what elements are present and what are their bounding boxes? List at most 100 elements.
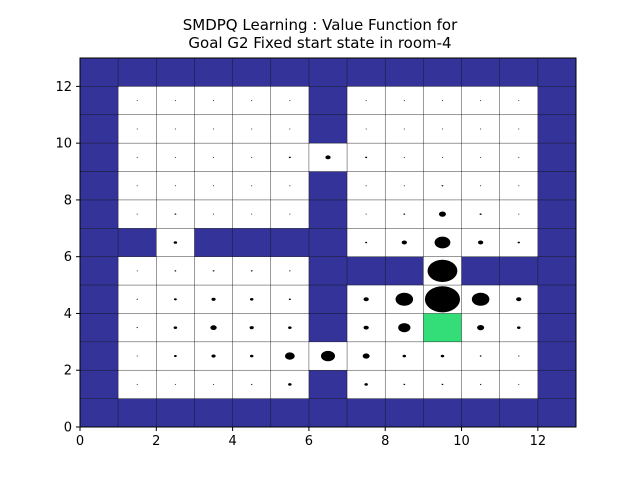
value-marker xyxy=(136,128,138,130)
wall-cell xyxy=(308,114,348,144)
value-marker xyxy=(403,156,405,158)
value-marker xyxy=(249,326,254,330)
value-marker xyxy=(174,213,177,215)
value-marker xyxy=(479,355,482,357)
value-marker xyxy=(518,355,520,357)
wall-cell xyxy=(537,370,576,399)
wall-cell xyxy=(308,398,348,427)
cell-layer xyxy=(80,58,576,427)
wall-cell xyxy=(80,370,119,399)
goal-cell xyxy=(423,313,462,342)
wall-cell xyxy=(80,256,119,286)
value-marker xyxy=(364,383,368,386)
value-marker xyxy=(213,100,215,102)
value-marker xyxy=(438,211,446,217)
value-marker xyxy=(365,241,368,244)
wall-cell xyxy=(118,398,157,427)
value-marker xyxy=(441,128,443,130)
value-marker xyxy=(136,355,138,357)
axes-frame xyxy=(79,57,577,428)
value-marker xyxy=(403,213,406,215)
y-tick-label: 10 xyxy=(55,137,72,152)
wall-cell xyxy=(499,398,538,427)
value-marker xyxy=(289,128,291,130)
value-marker xyxy=(363,325,369,330)
value-marker xyxy=(288,156,291,159)
value-marker xyxy=(441,383,444,386)
value-marker xyxy=(441,100,443,102)
wall-cell xyxy=(80,285,119,314)
value-marker xyxy=(471,292,490,306)
value-marker xyxy=(174,383,176,385)
value-marker xyxy=(136,185,138,187)
value-marker xyxy=(251,185,253,187)
wall-cell xyxy=(80,199,119,229)
wall-cell xyxy=(80,171,119,200)
value-marker xyxy=(251,213,253,215)
wall-cell xyxy=(537,228,576,257)
x-tick-label: 2 xyxy=(152,434,160,449)
value-marker xyxy=(398,323,411,333)
value-marker xyxy=(173,298,177,301)
wall-cell xyxy=(194,58,233,87)
value-marker xyxy=(289,100,291,102)
wall-cell xyxy=(156,58,195,87)
wall-cell xyxy=(537,313,576,342)
wall-cell xyxy=(385,256,424,286)
value-marker xyxy=(401,240,407,245)
wall-cell xyxy=(537,256,576,286)
value-marker xyxy=(365,156,368,159)
x-tick-label: 6 xyxy=(305,434,313,449)
value-marker xyxy=(213,185,215,187)
wall-cell xyxy=(308,285,348,314)
value-marker xyxy=(440,354,445,358)
wall-cell xyxy=(537,341,576,371)
value-marker xyxy=(518,383,520,385)
x-tick-label: 10 xyxy=(453,434,470,449)
value-marker xyxy=(249,297,254,301)
chart-title-line-2: Goal G2 Fixed start state in room-4 xyxy=(188,34,452,52)
value-marker xyxy=(403,383,406,386)
wall-cell xyxy=(270,58,309,87)
y-tick-label: 0 xyxy=(64,421,72,436)
value-marker xyxy=(250,383,253,385)
wall-cell xyxy=(156,398,195,427)
value-marker xyxy=(212,270,215,272)
wall-cell xyxy=(308,228,348,257)
wall-cell xyxy=(537,199,576,229)
value-marker xyxy=(136,213,138,215)
value-marker xyxy=(403,185,405,187)
value-marker xyxy=(395,292,414,306)
value-marker xyxy=(288,383,292,386)
wall-cell xyxy=(499,256,538,286)
wall-cell xyxy=(499,58,538,87)
value-marker xyxy=(402,354,407,358)
value-marker xyxy=(427,259,458,282)
value-marker xyxy=(518,213,520,215)
value-marker xyxy=(365,128,367,130)
value-marker xyxy=(477,325,485,331)
wall-cell xyxy=(270,398,309,427)
wall-cell xyxy=(232,398,271,427)
value-marker xyxy=(251,100,253,102)
value-marker xyxy=(213,383,215,385)
value-marker xyxy=(211,297,216,301)
wall-cell xyxy=(80,58,119,87)
value-marker xyxy=(477,240,484,245)
value-marker xyxy=(362,353,370,359)
wall-cell xyxy=(347,398,386,427)
value-marker xyxy=(480,185,482,187)
value-marker xyxy=(289,185,291,187)
y-tick-label: 2 xyxy=(64,364,72,379)
wall-cell xyxy=(385,58,424,87)
wall-cell xyxy=(537,398,576,427)
value-marker xyxy=(403,100,405,102)
chart-title-line-1: SMDPQ Learning : Value Function for xyxy=(182,16,458,34)
wall-cell xyxy=(461,58,500,87)
value-marker xyxy=(325,155,331,160)
axis-ticks: 0 2 4 6 8 10 12 0 2 4 6 8 10 12 xyxy=(55,80,546,449)
value-marker xyxy=(136,327,138,329)
wall-cell xyxy=(308,313,348,342)
wall-cell xyxy=(194,228,233,257)
value-marker xyxy=(251,128,253,130)
